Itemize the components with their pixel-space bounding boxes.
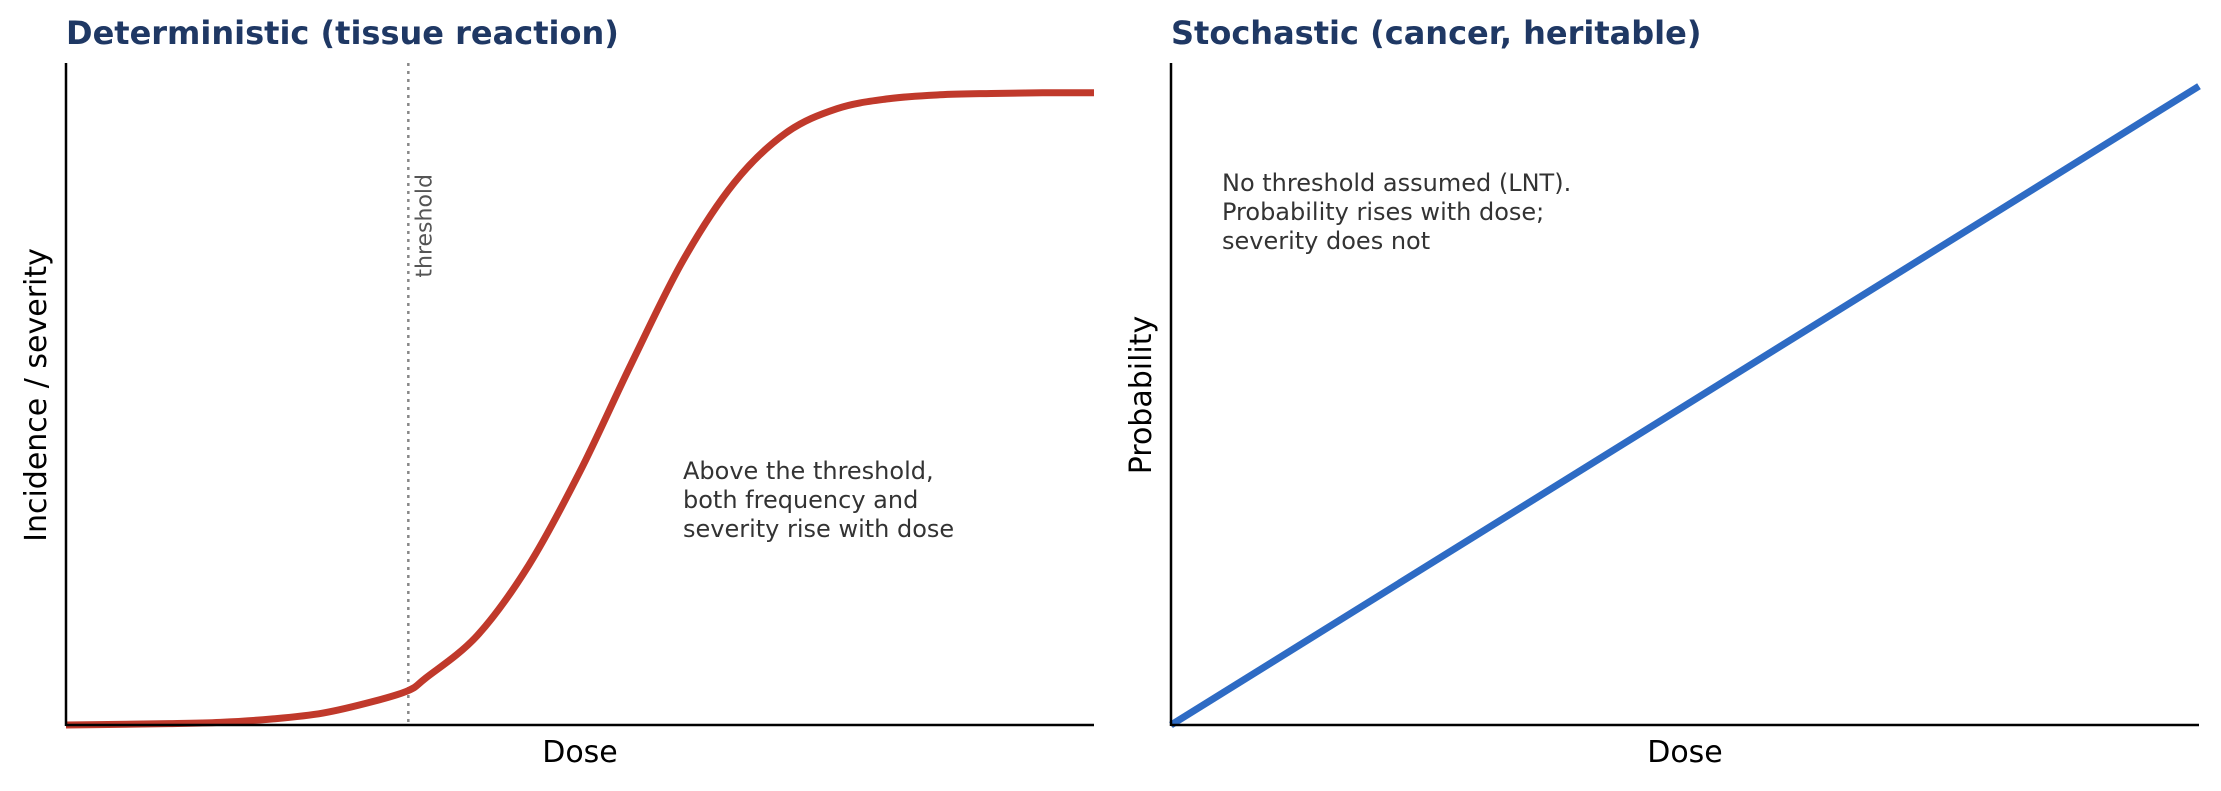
stochastic-line <box>1169 83 2201 728</box>
deterministic-annotation-line-1: Above the threshold, <box>683 457 934 485</box>
stochastic-annotation-line-1: No threshold assumed (LNT). <box>1222 169 1571 197</box>
x-axis-label-right: Dose <box>1647 735 1723 770</box>
deterministic-curve <box>65 89 1095 729</box>
y-axis-label-right: Probability <box>1124 316 1159 475</box>
threshold-label: threshold <box>412 174 437 278</box>
deterministic-title: Deterministic (tissue reaction) <box>66 14 619 52</box>
stochastic-title: Stochastic (cancer, heritable) <box>1171 14 1701 52</box>
deterministic-annotation-line-3: severity rise with dose <box>683 515 954 543</box>
stochastic-panel: Stochastic (cancer, heritable) Dose Prob… <box>1124 14 2201 770</box>
y-axis-label-left: Incidence / severity <box>19 248 54 542</box>
x-axis-label-left: Dose <box>542 735 618 770</box>
stochastic-annotation-line-2: Probability rises with dose; <box>1222 198 1544 226</box>
stochastic-annotation-line-3: severity does not <box>1222 227 1430 255</box>
deterministic-annotation-line-2: both frequency and <box>683 486 918 514</box>
deterministic-panel: Deterministic (tissue reaction) threshol… <box>19 14 1095 770</box>
